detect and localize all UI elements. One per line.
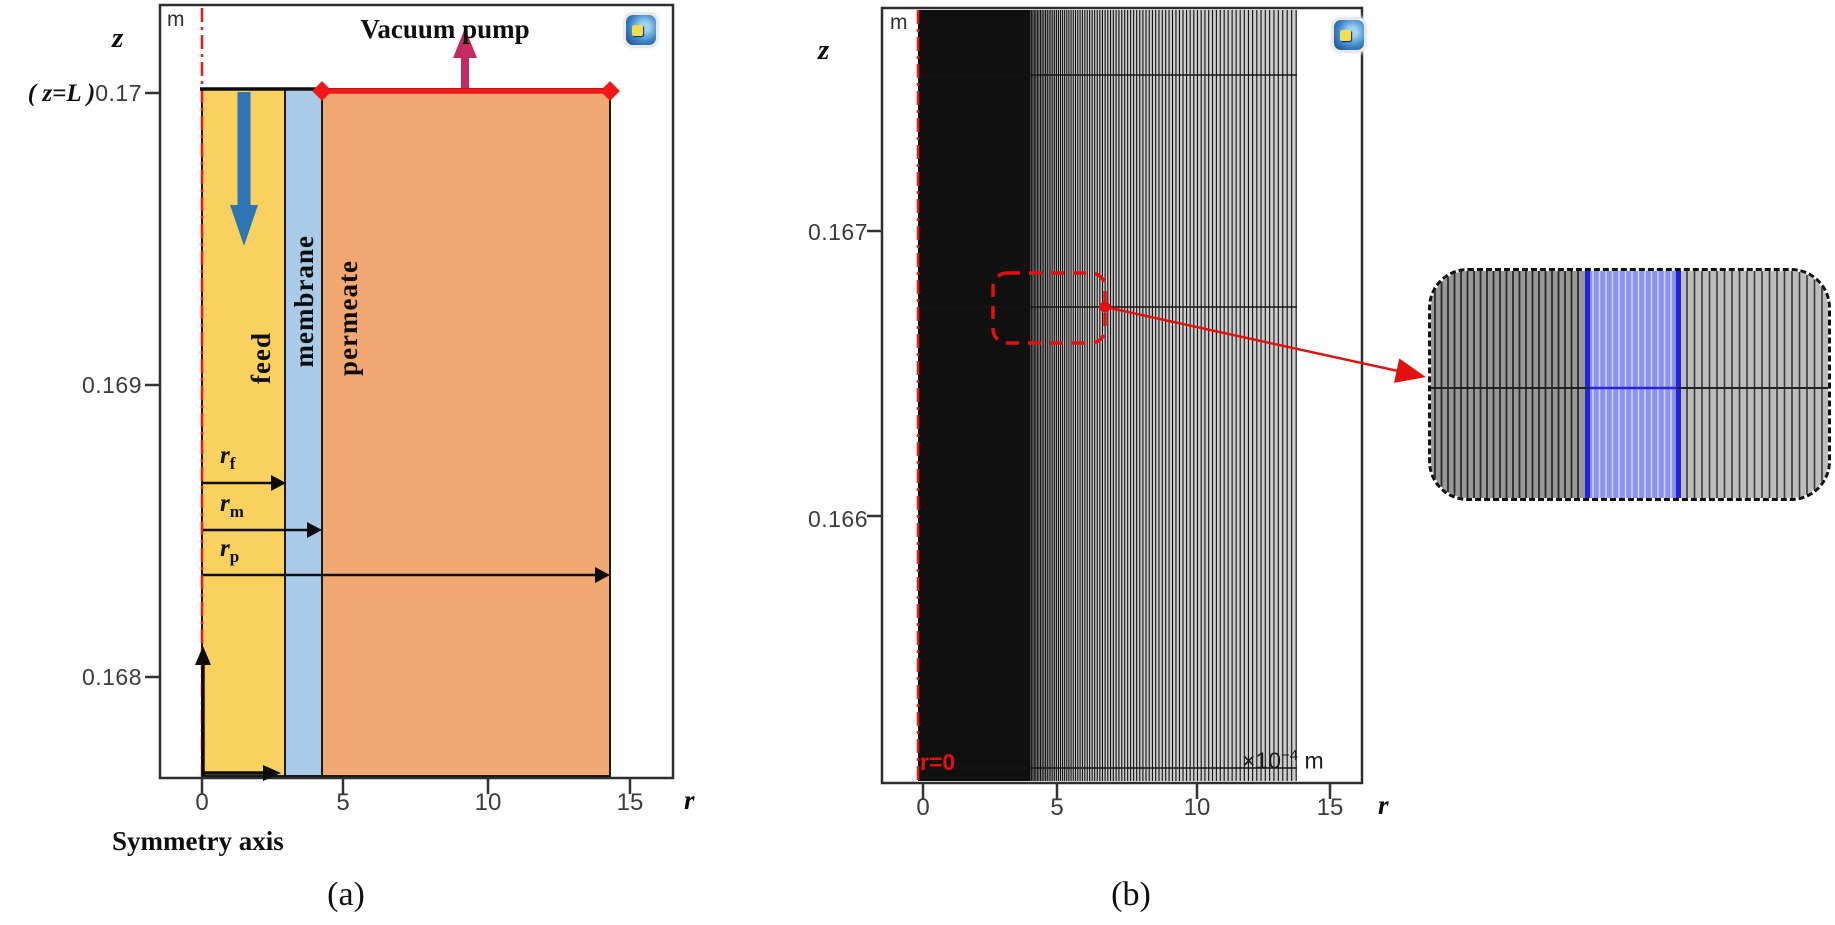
membrane-region-label: membrane <box>289 235 319 368</box>
inset-right-mesh-lines <box>1686 271 1823 498</box>
zoom-callout-connector-arrow <box>1104 305 1426 383</box>
vacuum-pump-arrowhead <box>453 28 477 58</box>
comsol-logo-inner-icon <box>1340 30 1351 41</box>
rp-subscript: p <box>229 547 240 566</box>
xtick-label: 0 <box>195 789 209 816</box>
r-equals-zero-label: r=0 <box>920 749 956 775</box>
ytick-label: 0.17 <box>95 80 142 106</box>
panel-b-r-axis-label: r <box>1378 790 1389 820</box>
comsol-logo-icon <box>626 15 656 45</box>
mesh-refined-black-band <box>918 10 1030 781</box>
xtick-label: 5 <box>336 789 350 816</box>
membrane-region <box>284 88 323 777</box>
boundary-diamond-marker-left <box>312 81 332 101</box>
symmetry-axis-label: Symmetry axis <box>112 826 284 856</box>
rm-marker-label: rm <box>220 490 244 522</box>
zoom-callout-rect <box>991 271 1107 345</box>
vacuum-pump-label: Vacuum pump <box>360 14 530 44</box>
xtick-label: 15 <box>1316 794 1344 821</box>
panel-a-ytick-row-017: ( z=L )0.17 <box>0 80 142 108</box>
scale-base: ×10 <box>1242 747 1282 774</box>
comsol-logo-inner-icon <box>632 25 643 36</box>
ytick-label: 0.169 <box>81 372 142 398</box>
xtick-label: 10 <box>1183 794 1211 821</box>
mesh-vertical-lines <box>1029 10 1297 781</box>
rp-marker-label: rp <box>220 535 239 567</box>
panel-a-drawing <box>145 3 675 794</box>
panel-b-unit-label: m <box>890 11 908 34</box>
xtick-label: 0 <box>916 794 930 821</box>
ytick-label: 0.168 <box>81 664 142 690</box>
inset-membrane-mesh-lines <box>1592 271 1672 498</box>
axis-scale-label: ×10−4 m <box>1242 747 1324 775</box>
panel-a-r-axis-label: r <box>684 785 695 815</box>
inset-left-mesh-lines <box>1434 271 1579 498</box>
rm-subscript: m <box>229 502 244 521</box>
rm-symbol: r <box>220 490 230 517</box>
panel-b-z-axis-label: z <box>818 34 830 66</box>
panel-a-caption: (a) <box>327 876 365 913</box>
permeate-region-label: permeate <box>333 260 363 376</box>
rf-subscript: f <box>229 454 236 473</box>
feed-flow-arrowhead <box>230 205 258 246</box>
mesh-zoom-inset-drawing <box>1431 271 1828 498</box>
ytick-label: 0.167 <box>807 219 868 245</box>
z-direction-arrowhead <box>195 646 211 665</box>
rp-symbol: r <box>220 535 230 562</box>
permeate-region <box>321 88 611 777</box>
comsol-logo-icon <box>1334 20 1364 50</box>
xtick-label: 15 <box>616 789 644 816</box>
panel-a-unit-label: m <box>167 8 185 31</box>
scale-exponent: −4 <box>1281 747 1299 764</box>
ytick-label: 0.166 <box>807 506 868 532</box>
rf-marker-label: rf <box>220 442 235 474</box>
mesh-zoom-inset <box>1428 268 1831 501</box>
panel-a-z-axis-label: z <box>112 22 124 54</box>
rf-symbol: r <box>220 442 230 469</box>
radius-rp-arrowhead <box>595 567 610 583</box>
scale-unit: m <box>1304 747 1324 774</box>
feed-region-label: feed <box>246 332 276 384</box>
r-direction-arrowhead <box>263 765 281 781</box>
z-equals-L-annotation: ( z=L ) <box>27 80 96 107</box>
xtick-label: 10 <box>474 789 502 816</box>
radius-rf-arrowhead <box>271 475 286 491</box>
panel-b-caption: (b) <box>1111 876 1151 913</box>
radius-rm-arrowhead <box>307 522 322 538</box>
panel-b-drawing <box>867 6 1426 799</box>
xtick-label: 5 <box>1050 794 1064 821</box>
